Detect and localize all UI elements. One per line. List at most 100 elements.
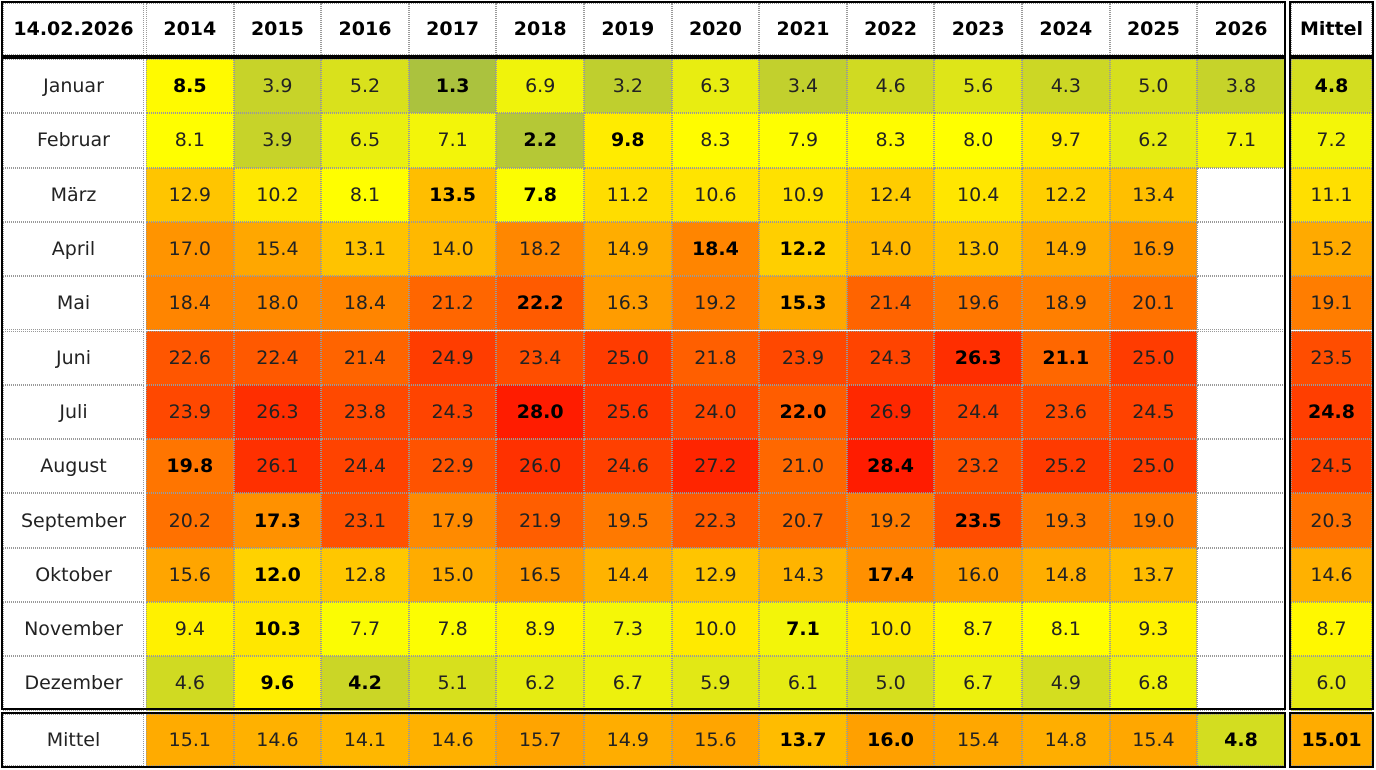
cell: 24.6 bbox=[584, 439, 672, 494]
cell: 9.4 bbox=[146, 602, 234, 657]
cell: 17.0 bbox=[146, 221, 234, 277]
cell: 7.1 bbox=[408, 113, 497, 168]
header-cell: Mittel bbox=[1291, 3, 1372, 55]
cell: 26.0 bbox=[496, 439, 584, 494]
cell: 4.6 bbox=[146, 656, 234, 711]
cell: 16.0 bbox=[934, 547, 1022, 602]
mean-cell: 20.3 bbox=[1291, 493, 1372, 548]
cell: 25.0 bbox=[584, 330, 672, 385]
cell: 9.6 bbox=[233, 656, 322, 711]
cell: 25.0 bbox=[1109, 439, 1198, 494]
cell: 5.0 bbox=[1109, 59, 1198, 114]
cell: 20.2 bbox=[146, 493, 234, 548]
mean-cell: 23.5 bbox=[1291, 330, 1372, 385]
cell: 1.3 bbox=[408, 59, 497, 114]
cell: 18.9 bbox=[1022, 276, 1110, 331]
cell: 22.9 bbox=[408, 439, 497, 494]
cell: 5.6 bbox=[934, 59, 1022, 114]
cell: 7.8 bbox=[496, 167, 584, 222]
cell: 19.0 bbox=[1109, 493, 1198, 548]
cell: 18.4 bbox=[671, 221, 760, 277]
cell bbox=[1197, 276, 1285, 331]
cell: 24.3 bbox=[408, 384, 497, 440]
cell: 10.6 bbox=[671, 167, 760, 222]
cell: 7.7 bbox=[321, 602, 409, 657]
cell: 5.2 bbox=[321, 59, 409, 114]
cell: 14.0 bbox=[846, 221, 935, 277]
cell: 28.4 bbox=[846, 439, 935, 494]
mean-cell: 15.2 bbox=[1291, 221, 1372, 277]
cell: 25.0 bbox=[1109, 330, 1198, 385]
mean-cell: 6.0 bbox=[1291, 656, 1372, 711]
cell: 16.0 bbox=[846, 714, 935, 766]
cell: 23.9 bbox=[146, 384, 234, 440]
header-cell: 2019 bbox=[584, 3, 672, 55]
cell: 7.1 bbox=[1197, 113, 1285, 168]
cell: 15.4 bbox=[1109, 714, 1198, 766]
cell: 5.0 bbox=[846, 656, 935, 711]
mean-cell: 19.1 bbox=[1291, 276, 1372, 331]
cell: 21.4 bbox=[321, 330, 409, 385]
cell: 20.7 bbox=[759, 493, 847, 548]
row-label: Februar bbox=[3, 113, 144, 168]
header-cell: 2014 bbox=[146, 3, 234, 55]
cell: 3.9 bbox=[233, 113, 322, 168]
mean-cell: 15.01 bbox=[1291, 714, 1372, 766]
header-cell: 2024 bbox=[1022, 3, 1110, 55]
row-label: Oktober bbox=[3, 547, 144, 602]
cell: 10.9 bbox=[759, 167, 847, 222]
row-label: Dezember bbox=[3, 656, 144, 711]
cell: 12.8 bbox=[321, 547, 409, 602]
row-label: Januar bbox=[3, 59, 144, 114]
header-cell: 2025 bbox=[1109, 3, 1198, 55]
row-label: Juni bbox=[3, 330, 144, 385]
cell: 23.2 bbox=[934, 439, 1022, 494]
cell bbox=[1197, 547, 1285, 602]
cell: 22.4 bbox=[233, 330, 322, 385]
cell: 6.9 bbox=[496, 59, 584, 114]
header-cell: 2015 bbox=[233, 3, 322, 55]
row-label: November bbox=[3, 602, 144, 657]
cell: 8.9 bbox=[496, 602, 584, 657]
header-cell: 2022 bbox=[846, 3, 935, 55]
cell: 3.9 bbox=[233, 59, 322, 114]
cell: 2.2 bbox=[496, 113, 584, 168]
cell: 18.2 bbox=[496, 221, 584, 277]
cell: 15.7 bbox=[496, 714, 584, 766]
cell: 16.3 bbox=[584, 276, 672, 331]
cell bbox=[1197, 330, 1285, 385]
cell: 8.7 bbox=[934, 602, 1022, 657]
cell: 7.1 bbox=[759, 602, 847, 657]
cell: 19.2 bbox=[671, 276, 760, 331]
cell: 24.5 bbox=[1109, 384, 1198, 440]
cell: 19.2 bbox=[846, 493, 935, 548]
cell: 13.1 bbox=[321, 221, 409, 277]
cell: 12.9 bbox=[671, 547, 760, 602]
cell: 22.0 bbox=[759, 384, 847, 440]
row-label: Mittel bbox=[3, 714, 144, 766]
cell: 22.6 bbox=[146, 330, 234, 385]
header-cell: 2023 bbox=[934, 3, 1022, 55]
header-cell: 2020 bbox=[671, 3, 760, 55]
cell: 9.3 bbox=[1109, 602, 1198, 657]
cell: 24.4 bbox=[934, 384, 1022, 440]
cell: 14.9 bbox=[584, 714, 672, 766]
cell: 19.8 bbox=[146, 439, 234, 494]
cell: 15.4 bbox=[233, 221, 322, 277]
cell: 23.9 bbox=[759, 330, 847, 385]
cell: 6.7 bbox=[934, 656, 1022, 711]
cell bbox=[1197, 493, 1285, 548]
cell: 10.0 bbox=[846, 602, 935, 657]
cell: 23.5 bbox=[934, 493, 1022, 548]
cell: 17.4 bbox=[846, 547, 935, 602]
cell: 10.0 bbox=[671, 602, 760, 657]
cell: 12.0 bbox=[233, 547, 322, 602]
header-cell: 2017 bbox=[408, 3, 497, 55]
cell: 6.1 bbox=[759, 656, 847, 711]
cell: 15.6 bbox=[671, 714, 760, 766]
cell: 22.3 bbox=[671, 493, 760, 548]
cell: 26.3 bbox=[233, 384, 322, 440]
cell: 12.2 bbox=[759, 221, 847, 277]
cell: 12.9 bbox=[146, 167, 234, 222]
cell: 15.3 bbox=[759, 276, 847, 331]
